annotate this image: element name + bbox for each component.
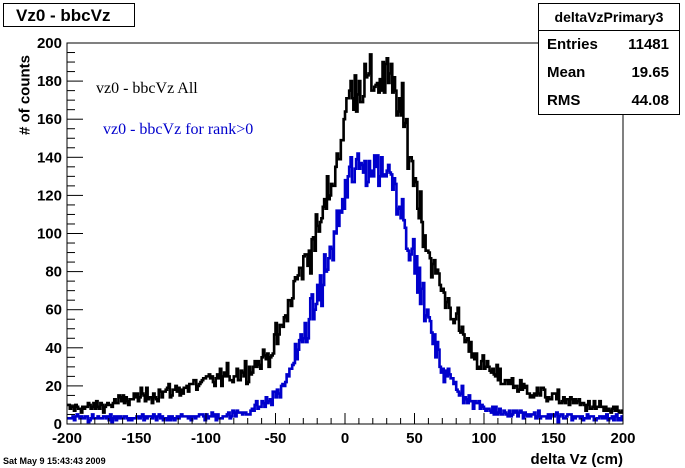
x-tick-label: 50 — [406, 430, 423, 447]
y-tick-label: 160 — [37, 111, 62, 128]
x-tick-label: -100 — [191, 430, 221, 447]
stats-value: 11481 — [628, 36, 669, 53]
stats-box: deltaVzPrimary3 Entries 11481 Mean 19.65… — [538, 3, 680, 115]
y-tick-label: 100 — [37, 226, 62, 243]
y-tick-label: 60 — [45, 302, 62, 319]
legend-rank: vz0 - bbcVz for rank>0 — [103, 121, 254, 138]
legend-all: vz0 - bbcVz All — [96, 80, 198, 97]
y-tick-label: 140 — [37, 149, 62, 166]
stats-label: Mean — [547, 64, 586, 81]
stats-histogram-name: deltaVzPrimary3 — [539, 4, 679, 31]
y-tick-label: 0 — [54, 416, 62, 433]
plot-title-box: Vz0 - bbcVz — [3, 3, 135, 27]
x-tick-label: 100 — [471, 430, 496, 447]
y-axis-label: # of counts — [16, 54, 34, 136]
series-all — [67, 53, 623, 414]
x-tick-label: 200 — [610, 430, 635, 447]
stats-value: 19.65 — [631, 64, 669, 81]
axis-ticks: -200 -150 -100 -50 0 50 100 150 200 0 20 40 60 80 100 1… — [37, 35, 636, 447]
stats-row-entries: Entries 11481 — [539, 31, 679, 59]
x-tick-label: 0 — [341, 430, 349, 447]
plot-title: Vz0 - bbcVz — [16, 6, 111, 25]
x-tick-label: -50 — [265, 430, 287, 447]
stats-row-rms: RMS 44.08 — [539, 87, 679, 115]
y-tick-label: 80 — [45, 264, 62, 281]
y-tick-label: 180 — [37, 73, 62, 90]
y-tick-label: 200 — [37, 35, 62, 52]
x-tick-label: -200 — [52, 430, 82, 447]
x-axis-label: delta Vz (cm) — [530, 451, 623, 468]
stats-row-mean: Mean 19.65 — [539, 59, 679, 87]
stats-value: 44.08 — [631, 92, 669, 109]
stats-label: RMS — [547, 92, 581, 109]
stats-label: Entries — [547, 36, 598, 53]
y-tick-label: 20 — [45, 378, 62, 395]
y-tick-label: 40 — [45, 340, 62, 357]
series-rank-gt-0 — [67, 152, 623, 424]
y-tick-label: 120 — [37, 187, 62, 204]
timestamp: Sat May 9 15:43:43 2009 — [3, 456, 106, 466]
x-tick-label: 150 — [541, 430, 566, 447]
x-tick-label: -150 — [121, 430, 151, 447]
